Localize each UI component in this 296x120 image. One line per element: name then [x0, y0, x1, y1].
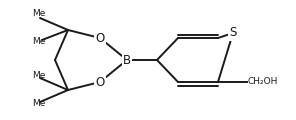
Text: O: O	[95, 75, 104, 89]
Text: B: B	[123, 54, 131, 66]
Text: CH₂OH: CH₂OH	[248, 78, 278, 87]
Text: Me: Me	[32, 37, 45, 46]
Text: Me: Me	[32, 99, 45, 108]
Text: S: S	[229, 27, 237, 39]
Text: O: O	[95, 31, 104, 45]
Text: Me: Me	[32, 9, 45, 18]
Text: Me: Me	[32, 72, 45, 81]
